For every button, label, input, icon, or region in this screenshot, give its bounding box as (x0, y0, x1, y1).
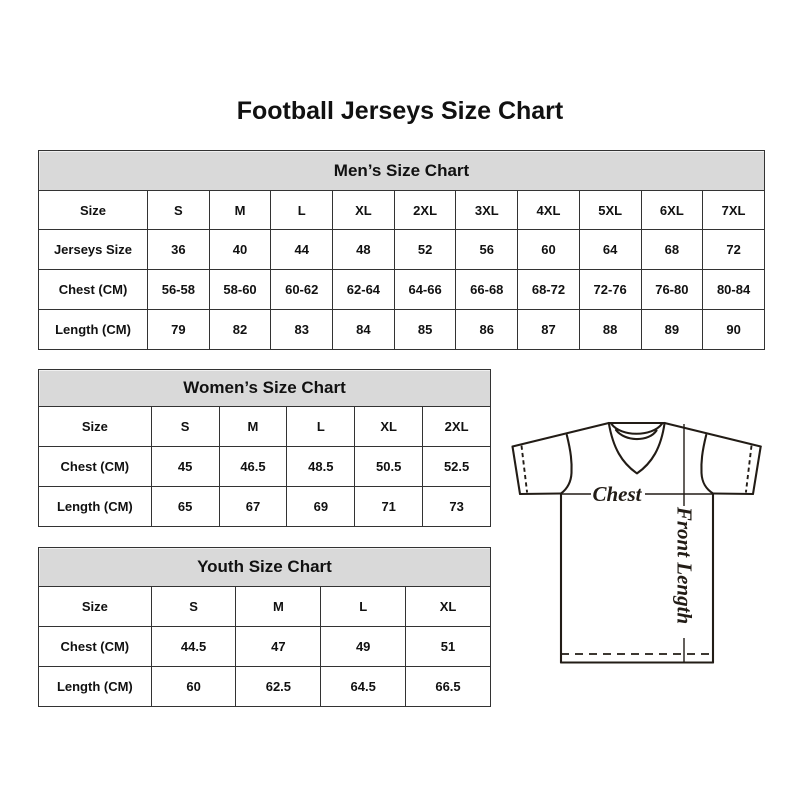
svg-text:Chest: Chest (592, 482, 642, 506)
svg-text:Front Length: Front Length (673, 506, 697, 624)
